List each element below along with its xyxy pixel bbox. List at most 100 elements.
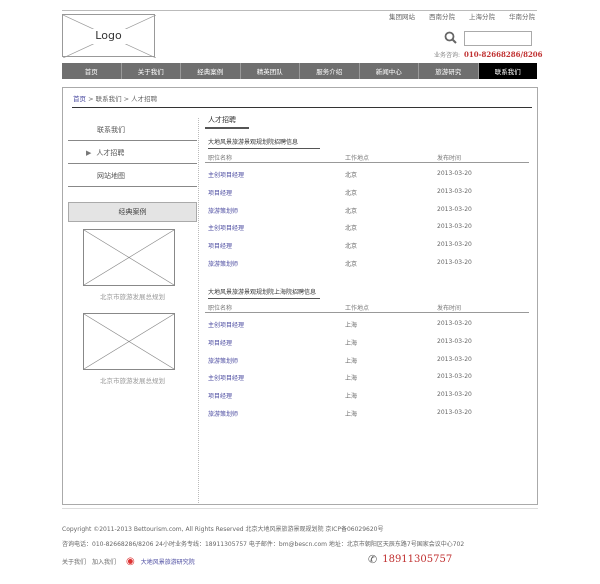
breadcrumb-path: > 联系我们 > 人才招聘 [86, 95, 158, 103]
nav-item[interactable]: 新闻中心 [360, 63, 419, 79]
sidebar-item-sitemap[interactable]: 网站地图 [68, 165, 197, 187]
job-title-link[interactable]: 项目经理 [208, 189, 233, 197]
publish-date: 2013-03-20 [437, 355, 472, 363]
publish-date: 2013-03-20 [437, 205, 472, 213]
divider [72, 107, 532, 108]
top-links: 集团网站 西南分院 上海分院 华南分院 [389, 11, 535, 21]
nav-item[interactable]: 旅游研究 [419, 63, 479, 79]
hotline-number: 010-82668286/8206 [464, 50, 543, 59]
publish-date: 2013-03-20 [437, 187, 472, 195]
job-location: 上海 [345, 357, 358, 365]
job-location: 上海 [345, 375, 358, 383]
nav-item[interactable]: 服务介绍 [300, 63, 360, 79]
top-link[interactable]: 集团网站 [389, 13, 415, 21]
job-title-link[interactable]: 主创项目经理 [208, 172, 245, 179]
breadcrumb-home[interactable]: 首页 [73, 95, 86, 103]
publish-date: 2013-03-20 [437, 337, 472, 345]
publish-date: 2013-03-20 [437, 373, 472, 381]
sidebar-label: 联系我们 [97, 125, 125, 134]
footer-divider [62, 508, 538, 509]
case-caption[interactable]: 北京市旅游发展总规划 [100, 293, 165, 301]
top-link[interactable]: 上海分院 [469, 13, 495, 21]
column-header: 职位名称 [208, 305, 233, 312]
job-location: 上海 [345, 322, 358, 329]
logo[interactable]: Logo [62, 14, 156, 58]
cases-title: 经典案例 [68, 202, 197, 222]
search-input[interactable] [464, 31, 532, 46]
job-title-link[interactable]: 主创项目经理 [208, 322, 245, 329]
job-title-link[interactable]: 旅游策划师 [208, 207, 239, 215]
publish-date: 2013-03-20 [437, 170, 472, 177]
column-header: 发布时间 [437, 305, 462, 312]
job-title-link[interactable]: 主创项目经理 [208, 225, 245, 233]
table-row: 旅游策划师 北京 2013-03-20 [205, 206, 529, 218]
weibo-icon[interactable]: ◉ [126, 556, 135, 567]
footer-link[interactable]: 关于我们 [62, 559, 87, 566]
nav-item-active[interactable]: 联系我们 [478, 63, 537, 79]
table-row: 旅游策划师 上海 2013-03-20 [205, 409, 529, 421]
job-location: 北京 [345, 225, 358, 233]
footer-contact: 咨询电话：010-82668286/8206 24小时业务专线：18911305… [62, 541, 465, 548]
job-title-link[interactable]: 旅游策划师 [208, 357, 239, 365]
phone-number: 18911305757 [382, 554, 453, 565]
section-title: 大地风景旅游景观规划院招聘信息 [208, 137, 320, 149]
table-row: 旅游策划师 北京 2013-03-20 [205, 259, 529, 271]
footer-link[interactable]: 加入我们 [92, 559, 117, 566]
case-image[interactable] [83, 313, 175, 370]
publish-date: 2013-03-20 [437, 259, 472, 266]
nav-item[interactable]: 首页 [62, 63, 122, 79]
job-title-link[interactable]: 主创项目经理 [208, 375, 245, 383]
table-row: 项目经理 上海 2013-03-20 [205, 391, 529, 403]
job-location: 北京 [345, 261, 358, 268]
footer-phone: ✆ 18911305757 [368, 553, 452, 566]
footer-copyright: Copyright ©2011-2013 Bettourism.com, All… [62, 526, 384, 533]
section-title: 大地风景旅游景观规划院上海院招聘信息 [208, 287, 320, 299]
sidebar-item-recruit[interactable]: ▶ 人才招聘 [68, 142, 197, 164]
table-header: 职位名称 工作地点 发布时间 [205, 153, 529, 163]
sidebar-label: 网站地图 [97, 171, 125, 180]
job-location: 上海 [345, 393, 358, 401]
top-link[interactable]: 西南分院 [429, 13, 455, 21]
column-header: 工作地点 [345, 155, 370, 162]
title-underline [205, 127, 249, 129]
column-header: 工作地点 [345, 305, 370, 312]
table-header: 职位名称 工作地点 发布时间 [205, 303, 529, 313]
nav-item[interactable]: 关于我们 [122, 63, 181, 79]
hotline: 业务咨询: 010-82668286/8206 [434, 50, 543, 59]
logo-text: Logo [95, 29, 122, 42]
job-location: 北京 [345, 172, 358, 179]
publish-date: 2013-03-20 [437, 223, 472, 231]
job-location: 北京 [345, 243, 358, 251]
main-nav: 首页 关于我们 经典案例 精英团队 服务介绍 新闻中心 旅游研究 联系我们 [62, 63, 537, 79]
case-caption[interactable]: 北京市旅游发展总规划 [100, 377, 165, 385]
publish-date: 2013-03-20 [437, 320, 472, 327]
table-row: 主创项目经理 北京 2013-03-20 [205, 170, 529, 182]
job-title-link[interactable]: 旅游策划师 [208, 411, 239, 418]
top-link[interactable]: 华南分院 [509, 13, 535, 21]
job-location: 上海 [345, 411, 358, 418]
weibo-link[interactable]: 大地风景旅游研究院 [140, 559, 195, 566]
table-row: 主创项目经理 北京 2013-03-20 [205, 223, 529, 235]
job-title-link[interactable]: 项目经理 [208, 339, 233, 347]
nav-item[interactable]: 精英团队 [241, 63, 300, 79]
sidebar-item-contact[interactable]: 联系我们 [68, 119, 197, 141]
job-title-link[interactable]: 项目经理 [208, 243, 233, 251]
hotline-label: 业务咨询: [434, 52, 461, 59]
column-divider [198, 118, 199, 503]
table-row: 项目经理 北京 2013-03-20 [205, 241, 529, 253]
top-divider [62, 10, 537, 11]
table-row: 旅游策划师 上海 2013-03-20 [205, 356, 529, 368]
search-icon[interactable] [444, 31, 457, 48]
sidebar-label: 人才招聘 [96, 148, 125, 157]
table-row: 主创项目经理 上海 2013-03-20 [205, 373, 529, 385]
job-title-link[interactable]: 旅游策划师 [208, 261, 239, 268]
phone-icon: ✆ [368, 553, 378, 566]
table-row: 主创项目经理 上海 2013-03-20 [205, 320, 529, 332]
case-image[interactable] [83, 229, 175, 286]
nav-item[interactable]: 经典案例 [181, 63, 241, 79]
column-header: 发布时间 [437, 155, 462, 162]
table-row: 项目经理 北京 2013-03-20 [205, 188, 529, 200]
job-title-link[interactable]: 项目经理 [208, 393, 233, 401]
publish-date: 2013-03-20 [437, 391, 472, 399]
publish-date: 2013-03-20 [437, 241, 472, 249]
